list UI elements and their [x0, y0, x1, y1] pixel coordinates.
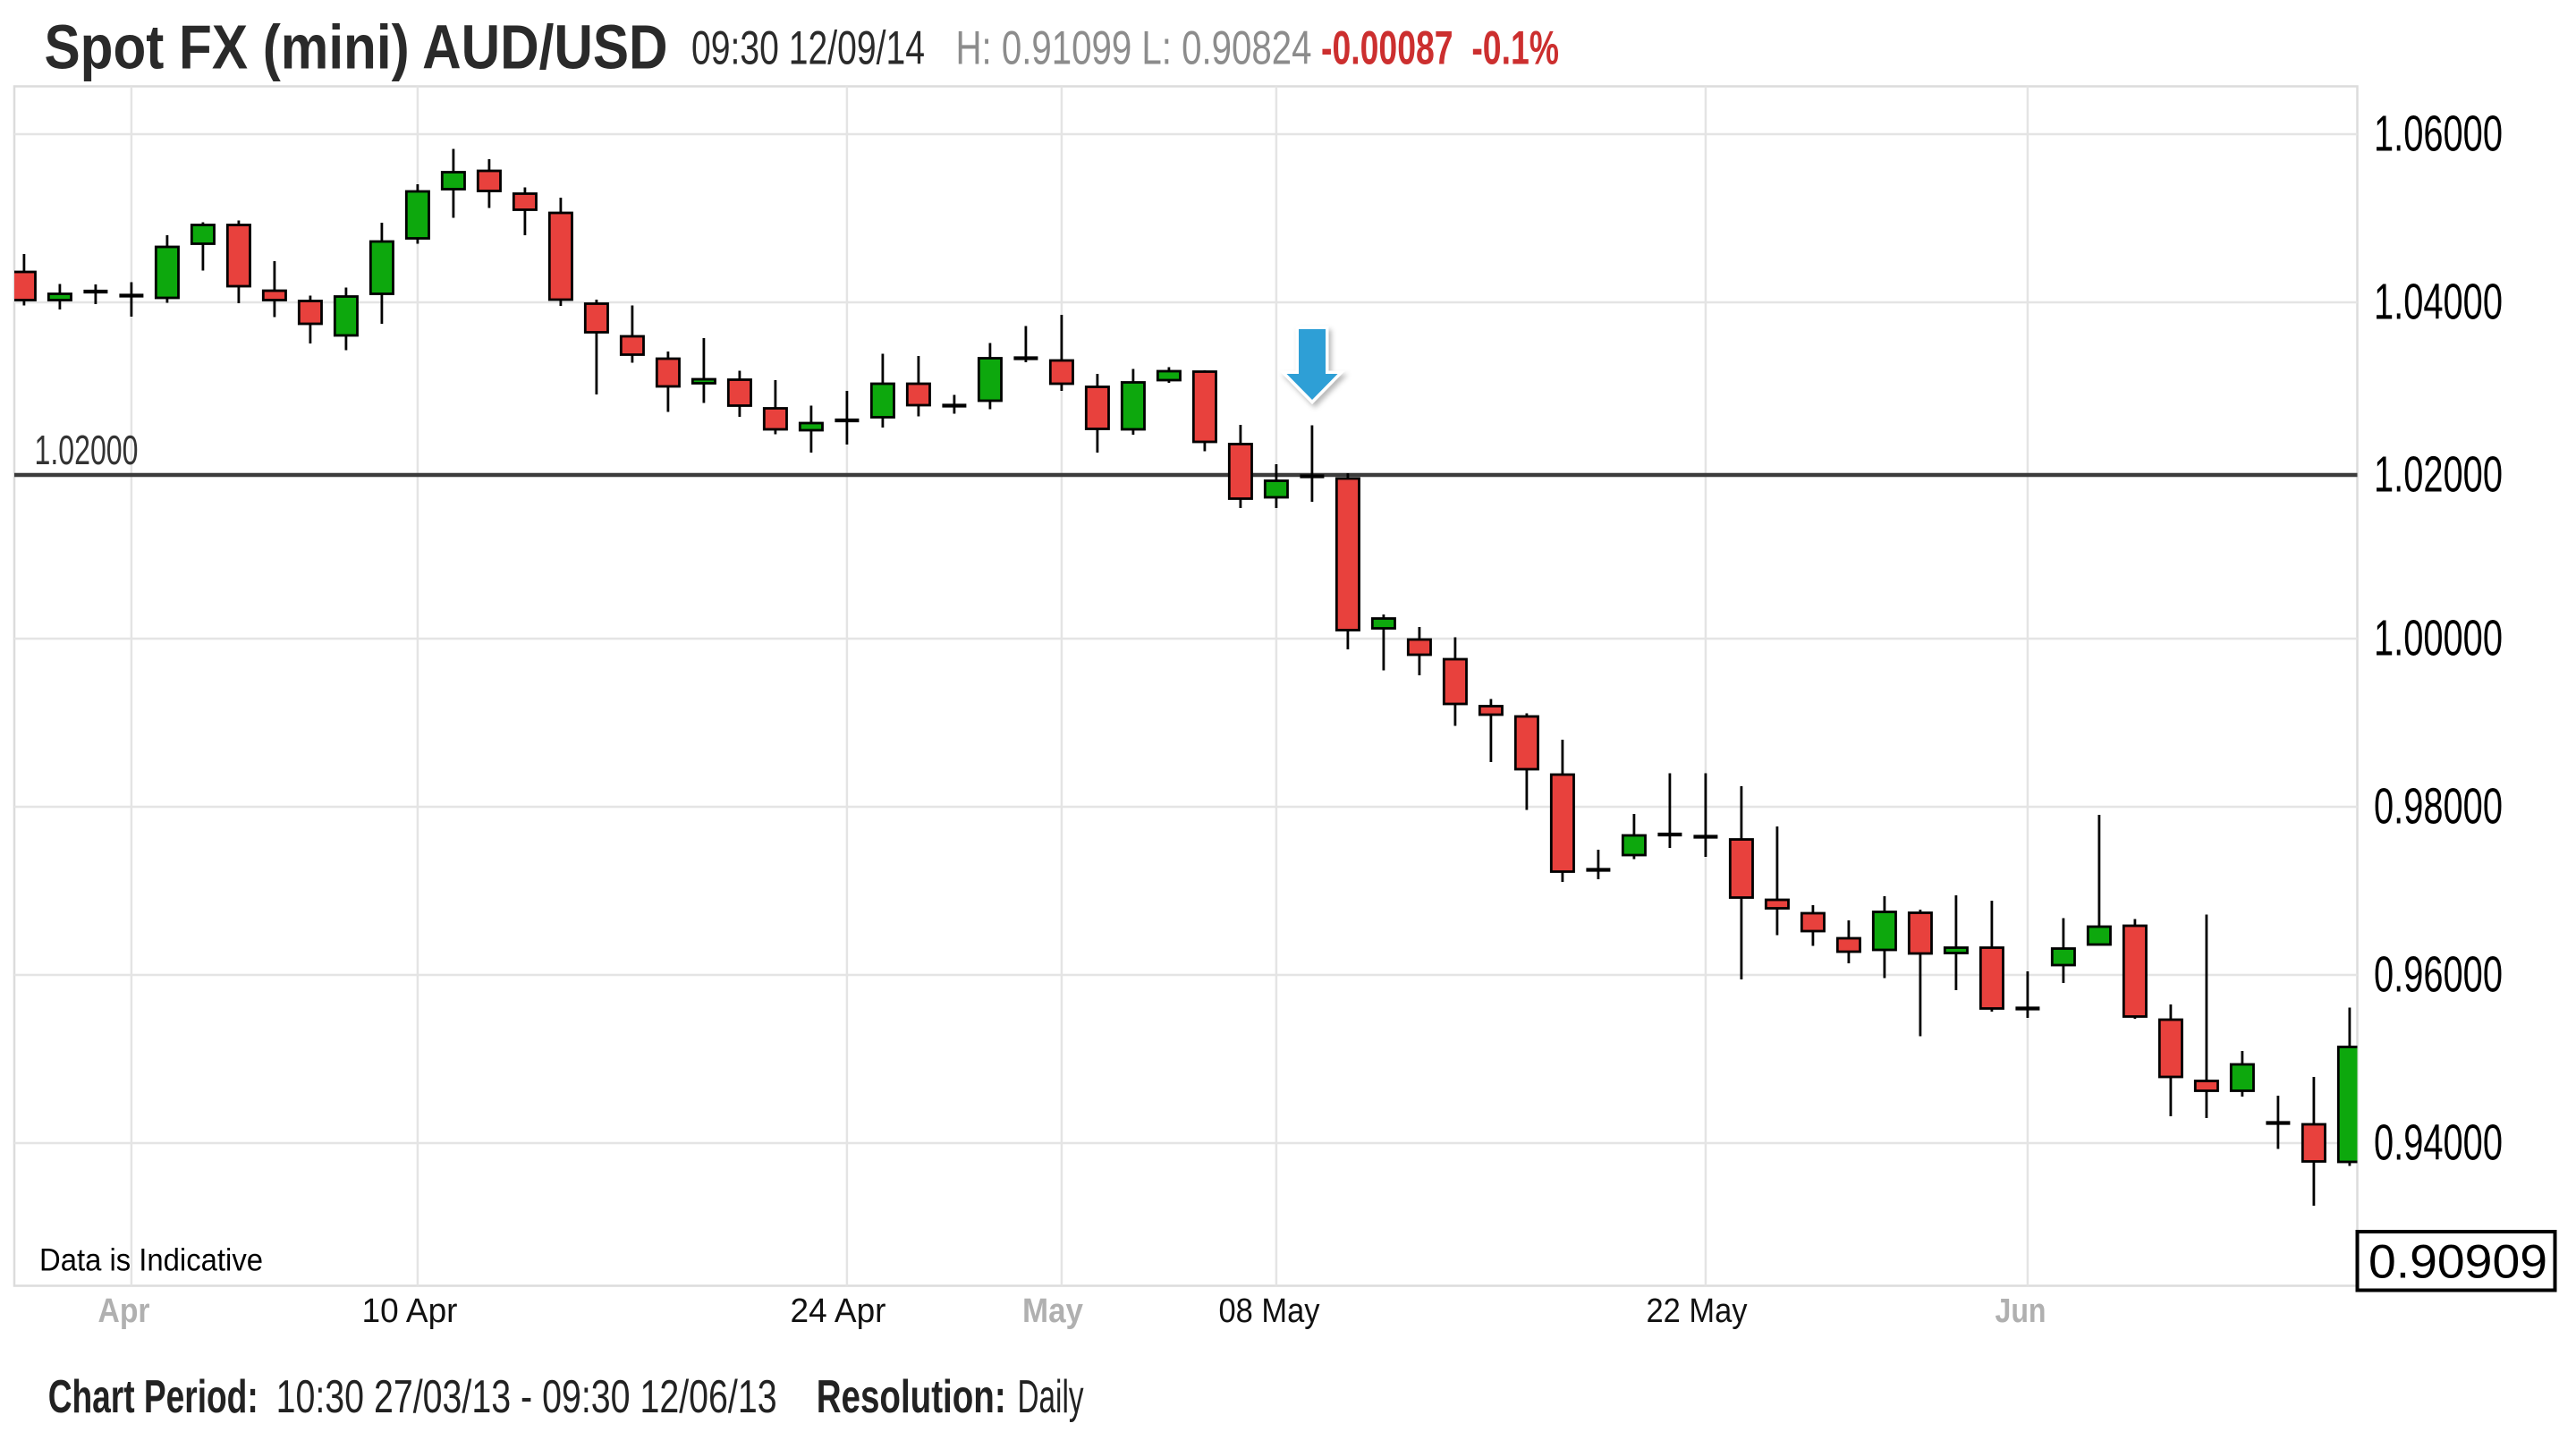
svg-text:1.06000: 1.06000 [2374, 105, 2503, 162]
svg-text:1.04000: 1.04000 [2374, 273, 2503, 330]
svg-text:1.02000: 1.02000 [35, 427, 139, 473]
svg-text:Data is Indicative: Data is Indicative [39, 1243, 263, 1278]
svg-text:May: May [1022, 1292, 1083, 1330]
svg-text:1.02000: 1.02000 [2374, 445, 2503, 503]
svg-text:10 Apr: 10 Apr [362, 1292, 458, 1330]
svg-text:H: 0.91099 L: 0.90824: H: 0.91099 L: 0.90824 [956, 22, 1312, 75]
svg-text:Chart Period:: Chart Period: [48, 1371, 258, 1423]
svg-text:0.98000: 0.98000 [2374, 777, 2503, 835]
svg-text:Daily: Daily [1018, 1371, 1084, 1423]
svg-text:Jun: Jun [1996, 1292, 2046, 1330]
svg-text:08 May: 08 May [1219, 1292, 1320, 1330]
svg-text:1.00000: 1.00000 [2374, 609, 2503, 666]
svg-text:0.90909: 0.90909 [2368, 1236, 2547, 1289]
svg-text:09:30 12/09/14: 09:30 12/09/14 [691, 22, 925, 75]
svg-text:-0.00087 -0.1%: -0.00087 -0.1% [1321, 22, 1559, 75]
svg-text:Spot FX (mini) AUD/USD: Spot FX (mini) AUD/USD [45, 13, 668, 82]
svg-text:0.94000: 0.94000 [2374, 1114, 2503, 1171]
svg-text:Resolution:: Resolution: [817, 1371, 1006, 1423]
svg-text:22 May: 22 May [1647, 1292, 1748, 1330]
svg-text:Apr: Apr [98, 1292, 150, 1330]
svg-text:10:30 27/03/13 - 09:30 12/06/1: 10:30 27/03/13 - 09:30 12/06/13 [276, 1371, 777, 1423]
svg-text:0.96000: 0.96000 [2374, 945, 2503, 1003]
svg-text:24 Apr: 24 Apr [791, 1292, 886, 1330]
